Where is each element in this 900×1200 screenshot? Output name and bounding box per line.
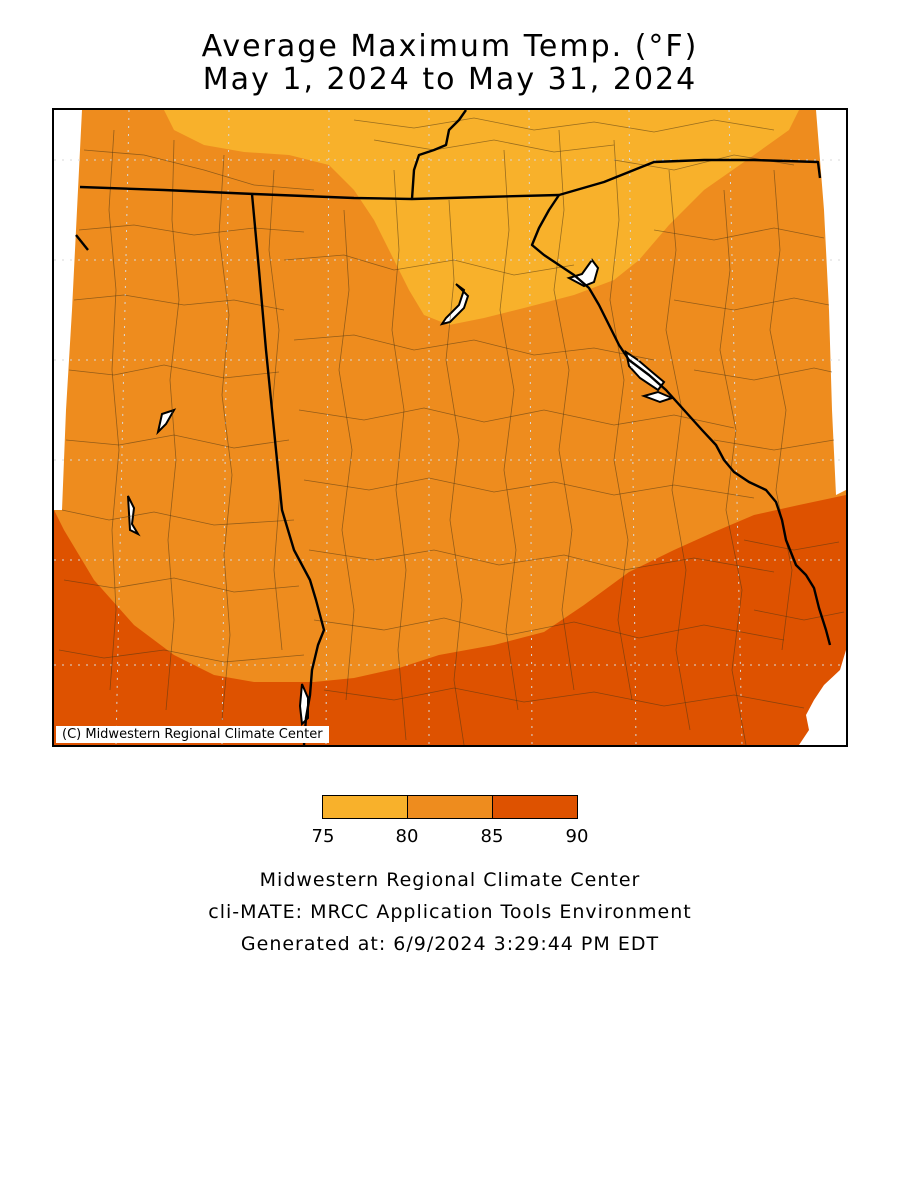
legend-tick-90: 90 xyxy=(565,826,589,847)
legend-swatch-80-85 xyxy=(407,795,493,819)
legend-swatch-75-80 xyxy=(322,795,408,819)
boundary-nc-tn xyxy=(410,110,467,200)
boundary-west-bits xyxy=(75,234,89,251)
map-panel: (C) Midwestern Regional Climate Center xyxy=(52,108,848,747)
coast-east xyxy=(799,650,846,745)
legend-tick-80: 80 xyxy=(395,826,419,847)
boundary-ms-al xyxy=(250,193,326,745)
lake-5 xyxy=(156,408,177,436)
zone-75-80 xyxy=(164,110,799,325)
boundary-ga-sc xyxy=(530,194,832,646)
state-boundaries xyxy=(75,110,832,745)
footer-generated-time: Generated at: 6/9/2024 3:29:44 PM EDT xyxy=(240,933,660,955)
temperature-map xyxy=(54,110,846,745)
graticule xyxy=(54,110,846,745)
lake-1 xyxy=(439,283,470,326)
zone-85-90 xyxy=(54,495,846,745)
lake-2 xyxy=(566,258,600,288)
copyright-label: (C) Midwestern Regional Climate Center xyxy=(56,726,329,743)
lake-6 xyxy=(127,495,141,537)
legend-swatch-85-90 xyxy=(492,795,578,819)
map-edge-east xyxy=(816,110,846,495)
legend-tick-75: 75 xyxy=(311,826,335,847)
map-date-range: May 1, 2024 to May 31, 2024 xyxy=(202,62,698,97)
map-title: Average Maximum Temp. (°F) xyxy=(201,29,699,64)
map-edge-west xyxy=(54,110,82,510)
legend-tick-85: 85 xyxy=(480,826,504,847)
color-legend xyxy=(322,795,578,821)
footer-organization: Midwestern Regional Climate Center xyxy=(259,869,641,891)
footer-application: cli-MATE: MRCC Application Tools Environ… xyxy=(208,901,692,923)
